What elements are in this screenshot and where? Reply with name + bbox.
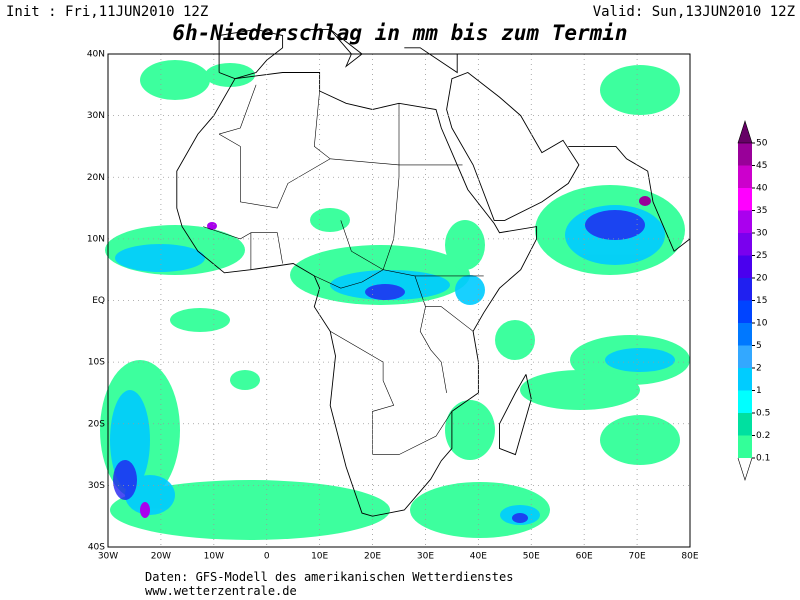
color-level-label: 0.5 — [756, 409, 770, 419]
init-time: Init : Fri,11JUN2010 12Z — [6, 4, 208, 20]
color-arrow-top — [737, 120, 753, 144]
coastline — [568, 145, 691, 252]
lon-label: 20E — [364, 552, 381, 562]
lat-label: 40S — [88, 543, 105, 553]
color-band — [738, 143, 752, 166]
color-band — [738, 210, 752, 233]
color-band — [738, 188, 752, 211]
coastline — [218, 28, 284, 80]
lon-label: 60E — [576, 552, 593, 562]
color-level-label: 10 — [756, 319, 768, 329]
color-level-label: 1 — [756, 386, 762, 396]
lat-label: 20S — [88, 419, 105, 429]
color-band — [738, 435, 752, 458]
color-level-label: 35 — [756, 206, 767, 216]
lon-label: 0 — [264, 552, 270, 562]
coastline — [446, 71, 580, 221]
color-band — [738, 255, 752, 278]
border — [414, 275, 447, 393]
lon-label: 20W — [151, 552, 171, 562]
lat-label: 30S — [88, 481, 105, 491]
color-level-label: 5 — [756, 341, 762, 351]
border — [330, 331, 395, 455]
coastline — [309, 28, 363, 68]
color-level-label: 15 — [756, 296, 767, 306]
border — [398, 103, 463, 166]
color-arrow-bottom — [737, 457, 753, 481]
lon-label: 80E — [681, 552, 698, 562]
color-level-label: 40 — [756, 184, 768, 194]
lon-label: 10W — [204, 552, 224, 562]
border — [340, 220, 384, 270]
color-level-label: 2 — [756, 364, 762, 374]
color-band — [738, 278, 752, 301]
lat-label: 10N — [87, 234, 105, 244]
footer-url: www.wetterzentrale.de — [145, 584, 297, 598]
lon-label: 30E — [417, 552, 434, 562]
color-level-label: 25 — [756, 251, 767, 261]
precipitation-field — [100, 60, 690, 540]
color-level-label: 20 — [756, 274, 768, 284]
color-band — [738, 165, 752, 188]
color-level-label: 45 — [756, 161, 767, 171]
color-level-label: 30 — [756, 229, 768, 239]
valid-time: Valid: Sun,13JUN2010 12Z — [593, 4, 795, 20]
color-band — [738, 368, 752, 391]
border — [313, 90, 331, 160]
lat-label: 20N — [87, 173, 105, 183]
color-band — [738, 300, 752, 323]
lon-label: 50E — [523, 552, 540, 562]
color-band — [738, 413, 752, 436]
color-level-label: 0.2 — [756, 431, 770, 441]
color-band — [738, 390, 752, 413]
border — [425, 306, 474, 332]
color-level-label: 0.1 — [756, 454, 770, 464]
lon-label: 40E — [470, 552, 487, 562]
map-title: 6h-Niederschlag in mm bis zum Termin — [172, 21, 627, 45]
color-band — [738, 233, 752, 256]
border — [203, 226, 252, 240]
border — [250, 232, 283, 270]
border — [218, 133, 400, 209]
lon-label: 10E — [311, 552, 328, 562]
coastlines — [176, 28, 691, 517]
border — [219, 84, 257, 135]
color-level-label: 50 — [756, 139, 768, 149]
map-frame — [107, 53, 691, 548]
lon-label: 30W — [98, 552, 118, 562]
border — [382, 177, 484, 277]
lat-label: 10S — [88, 358, 105, 368]
lat-label: 40N — [87, 50, 105, 60]
color-band — [738, 345, 752, 368]
border — [314, 269, 384, 289]
footer-source: Daten: GFS-Modell des amerikanischen Wet… — [145, 570, 513, 584]
coastline — [404, 47, 458, 74]
lon-label: 70E — [629, 552, 646, 562]
color-band — [738, 323, 752, 346]
lat-label: 30N — [87, 111, 105, 121]
coastline — [176, 72, 538, 517]
lat-label: EQ — [92, 296, 105, 306]
